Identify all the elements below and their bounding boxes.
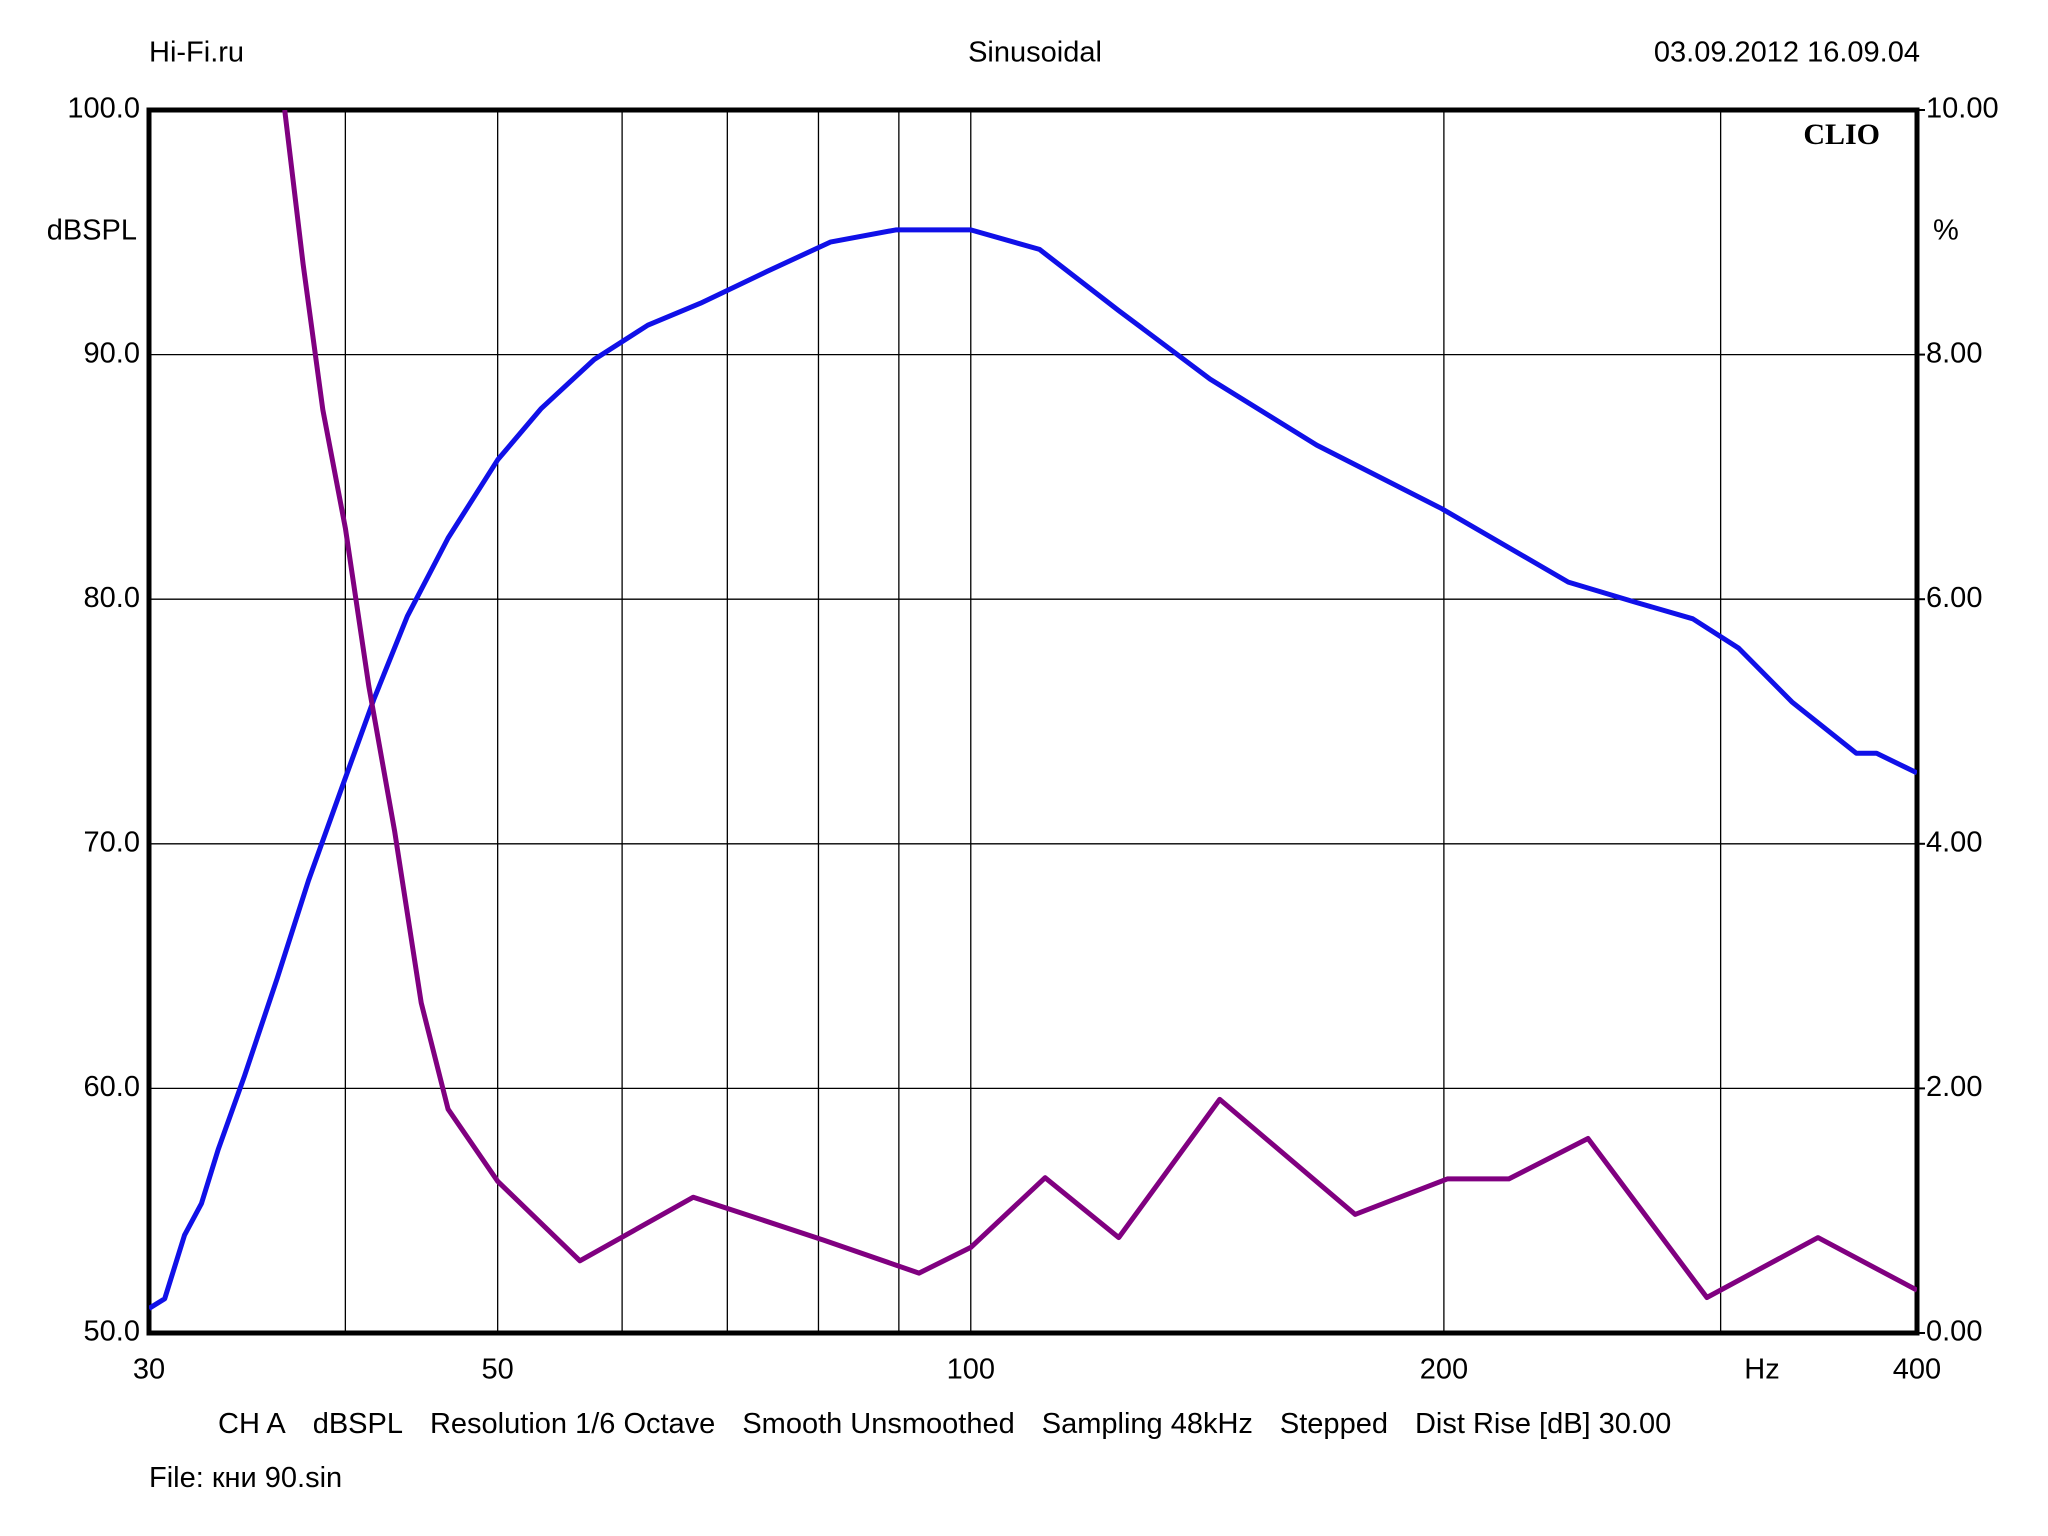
x-tick-label: 200: [1420, 1354, 1468, 1386]
y-axis-label: dBSPL: [47, 215, 137, 247]
y2-tick-label: 4.00: [1926, 826, 1982, 858]
header-left: Hi-Fi.ru: [149, 37, 244, 69]
header-right: 03.09.2012 16.09.04: [1654, 37, 1920, 69]
y-tick-label: 60.0: [84, 1071, 140, 1103]
y2-tick-label: 8.00: [1926, 337, 1982, 369]
footer-item: Resolution 1/6 Octave: [429, 1408, 716, 1440]
header-center: Sinusoidal: [968, 37, 1102, 69]
plot-frame: [146, 107, 1920, 1336]
grid: [148, 109, 1918, 1334]
footer-item: Stepped: [1279, 1408, 1388, 1440]
y-tick-label: 50.0: [84, 1316, 140, 1348]
y-tick-label: 80.0: [84, 582, 140, 614]
data-line: [149, 227, 1917, 1311]
y-tick-label: 90.0: [84, 337, 140, 369]
y2-tick-label: 10.00: [1926, 93, 1999, 125]
footer-item: dBSPL: [312, 1408, 403, 1440]
y2-tick-label: 0.00: [1926, 1316, 1982, 1348]
y-tick-label: 100.0: [67, 93, 140, 125]
footer-item: CH A: [218, 1408, 286, 1440]
brand: CLIO: [1803, 118, 1880, 151]
y-tick-label: 70.0: [84, 826, 140, 858]
y2-tick-label: 2.00: [1926, 1071, 1982, 1103]
x-tick-label: 50: [482, 1354, 514, 1386]
footer-item: Dist Rise [dB] 30.00: [1414, 1408, 1672, 1440]
x-tick-label: 400: [1893, 1354, 1941, 1386]
y2-axis-label: %: [1933, 215, 1959, 247]
data-line: [282, 110, 1917, 1300]
footer-item: Sampling 48kHz: [1041, 1408, 1253, 1440]
footer: CH A dBSPL Resolution 1/6 Octave Smooth Uns…: [218, 1408, 1671, 1441]
file-name: File: кни 90.sin: [149, 1462, 343, 1494]
x-tick-label: 100: [947, 1354, 995, 1386]
x-tick-label: 30: [133, 1354, 165, 1386]
x-axis-label: Hz: [1744, 1354, 1779, 1386]
footer-item: Smooth Unsmoothed: [742, 1408, 1015, 1440]
y2-tick-label: 6.00: [1926, 582, 1982, 614]
